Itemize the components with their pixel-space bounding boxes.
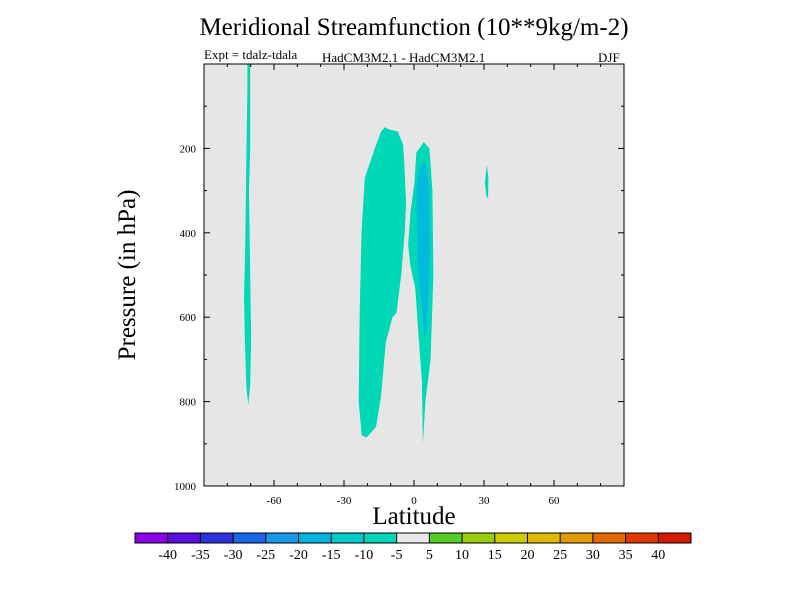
colorbar-swatch [658,533,692,543]
plot-frame [203,63,625,487]
colorbar-label: -5 [391,548,403,563]
colorbar-swatch [265,533,300,543]
models-label: HadCM3M2.1 - HadCM3M2.1 [322,50,486,65]
x-tick-label: -60 [267,495,282,507]
y-tick-label: 200 [180,143,197,155]
contour-region-1 [358,127,407,438]
x-tick-label: 60 [549,495,561,507]
colorbar-label: -40 [158,548,177,563]
colorbar-swatch [592,533,627,543]
colorbar-label: -25 [256,548,275,563]
colorbar-swatch [560,533,594,543]
y-tick-label: 600 [180,312,197,324]
colorbar-label: 40 [651,548,665,563]
y-tick-label: 400 [180,228,197,240]
colorbar-label: -35 [191,548,210,563]
contour-region-0 [244,64,252,405]
colorbar-swatch [331,533,365,543]
colorbar-label: 20 [520,548,534,563]
contour-region-3 [416,161,430,339]
colorbar-swatch [298,533,332,543]
contour-region-4 [484,165,489,199]
colorbar-swatch [167,533,201,543]
colorbar-swatch [233,533,267,543]
colorbar-label: -10 [355,548,374,563]
colorbar-swatch [200,533,234,543]
colorbar-label: 5 [426,548,433,563]
x-tick-label: 30 [479,495,491,507]
colorbar-label: 30 [586,548,600,563]
colorbar-label: -20 [289,548,308,563]
chart-title: Meridional Streamfunction (10**9kg/m-2) [199,14,629,41]
colorbar-swatch [135,533,169,543]
colorbar-swatch [363,533,398,543]
colorbar-label: 10 [455,548,469,563]
colorbar-swatch [494,533,528,543]
colorbar-label: 35 [619,548,633,563]
colorbar-label: -30 [224,548,243,563]
colorbar-frame [134,532,692,544]
colorbar-label: -15 [322,548,341,563]
x-axis-label: Latitude [372,503,456,530]
colorbar: -40 -35 -30 -25 -20 -15 -10 -5 5 10 15 20 25 30 35 40 [134,532,692,563]
colorbar-label: 25 [553,548,567,563]
colorbar-swatch [429,533,463,543]
colorbar-label: 15 [488,548,502,563]
season-label: DJF [598,50,620,65]
colorbar-swatch [396,533,430,543]
colorbar-swatch [527,533,561,543]
y-tick-label: 800 [180,397,197,409]
colorbar-swatch [625,533,659,543]
colorbar-swatch [462,533,496,543]
x-tick-label: -30 [337,495,352,507]
experiment-label: Expt = tdalz-tdala [204,47,298,62]
contour-regions [244,64,489,444]
y-tick-label: 1000 [174,481,197,493]
x-tick-label: 0 [411,495,417,507]
